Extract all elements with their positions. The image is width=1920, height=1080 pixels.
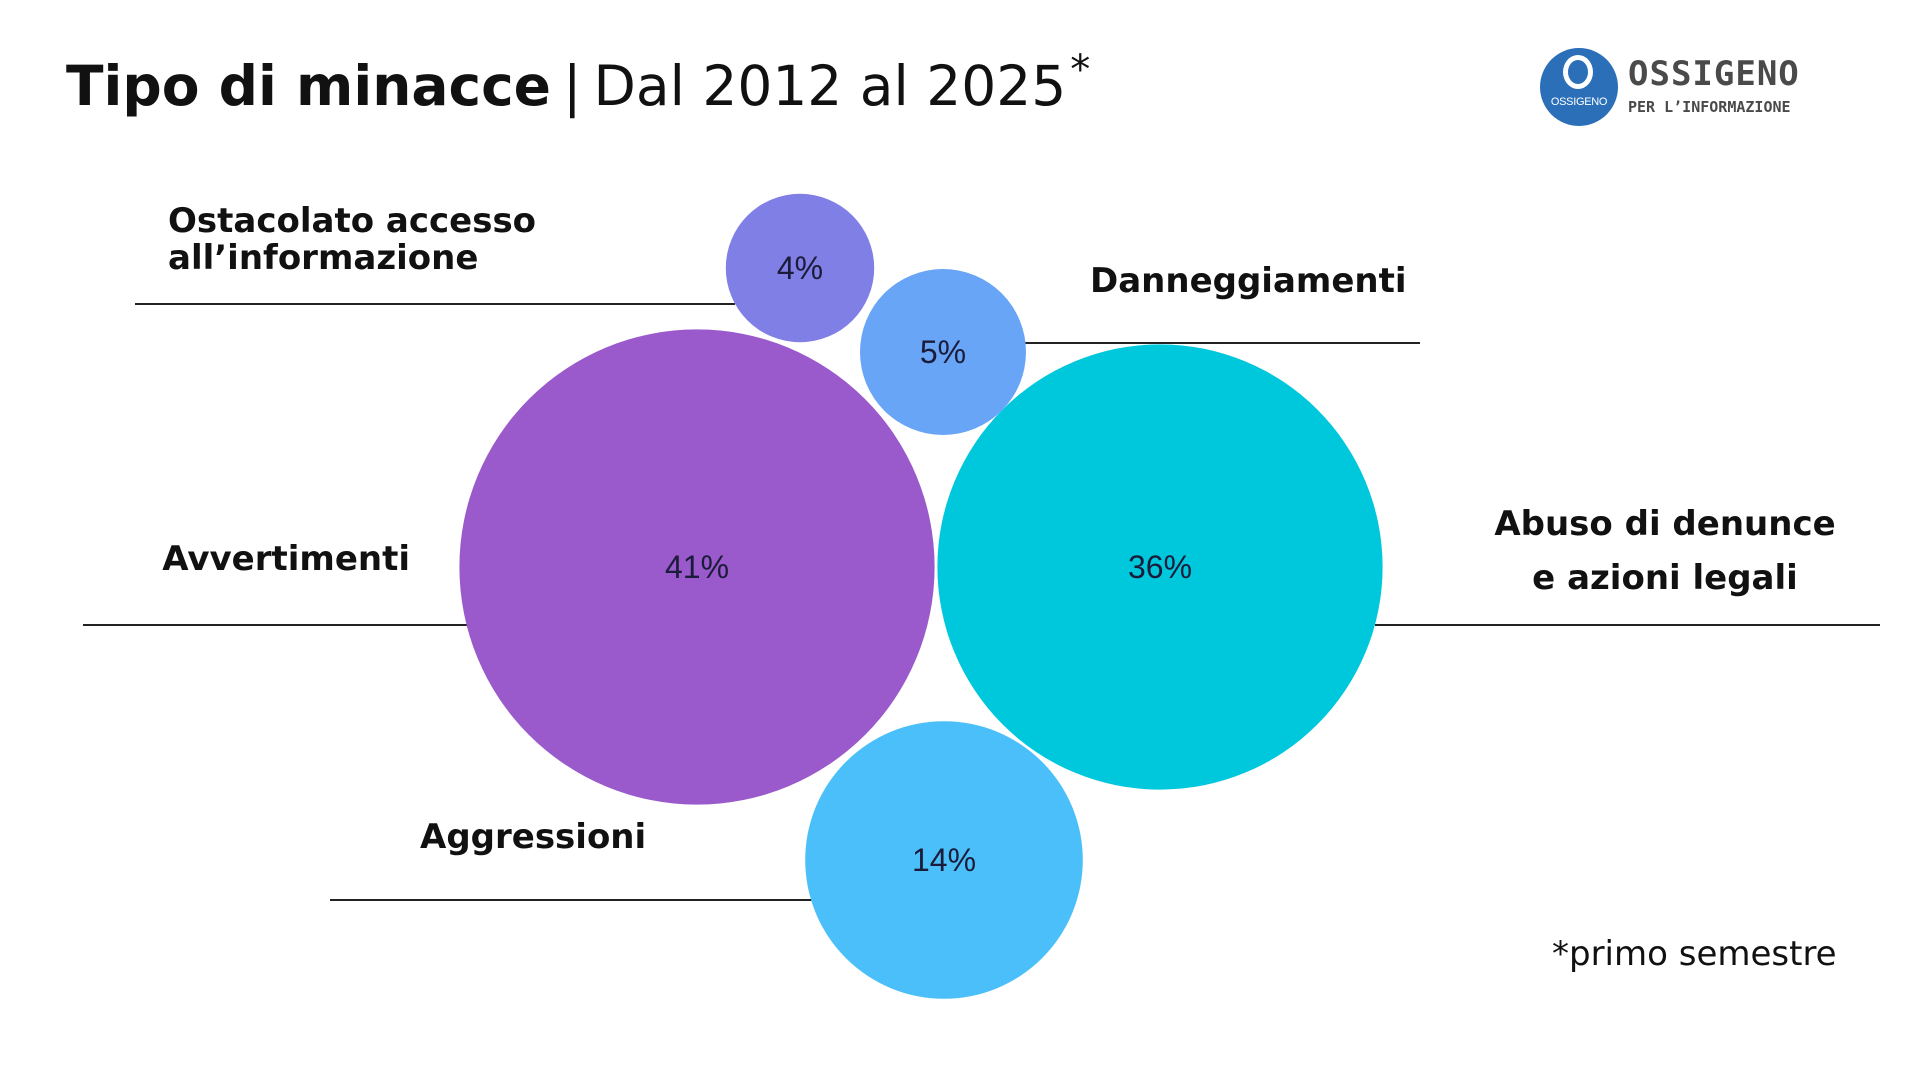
- title-separator: |: [562, 54, 582, 118]
- title-date-range: Dal 2012 al 2025: [593, 54, 1067, 118]
- bubble-ostacolato-accesso: [725, 193, 875, 343]
- title-asterisk: *: [1070, 47, 1091, 93]
- category-label-danneggiamenti: Danneggiamenti: [1090, 261, 1407, 301]
- category-label-abuso-denunce: Abuso di denunce e azioni legali: [1494, 504, 1835, 598]
- bubble-abuso-denunce: [937, 344, 1383, 790]
- logo-ring-icon: [1563, 55, 1593, 89]
- logo-name: OSSIGENO: [1628, 54, 1800, 94]
- value-label-aggressioni: 14%: [912, 842, 976, 878]
- logo-mark-icon: OSSIGENO: [1540, 48, 1618, 126]
- footnote: *primo semestre: [1552, 934, 1837, 974]
- page-title: Tipo di minacce | Dal 2012 al 2025 *: [66, 47, 1091, 130]
- category-label-avvertimenti: Avvertimenti: [162, 539, 410, 579]
- logo-tagline: PER L’INFORMAZIONE: [1628, 98, 1791, 116]
- category-label-ostacolato-accesso: Ostacolato accesso all’informazione: [168, 201, 536, 278]
- bubble-avvertimenti: [459, 329, 935, 805]
- bubble-danneggiamenti: [860, 269, 1026, 435]
- value-label-danneggiamenti: 5%: [920, 334, 966, 370]
- bubble-aggressioni: [805, 721, 1083, 999]
- title-main: Tipo di minacce: [66, 54, 551, 118]
- value-label-ostacolato-accesso: 4%: [777, 250, 823, 286]
- category-label-aggressioni: Aggressioni: [420, 817, 646, 857]
- ossigeno-logo: OSSIGENO OSSIGENO PER L’INFORMAZIONE: [1540, 46, 1840, 130]
- value-label-avvertimenti: 41%: [665, 549, 729, 585]
- logo-small-text: OSSIGENO: [1550, 96, 1608, 108]
- value-label-abuso-denunce: 36%: [1128, 549, 1192, 585]
